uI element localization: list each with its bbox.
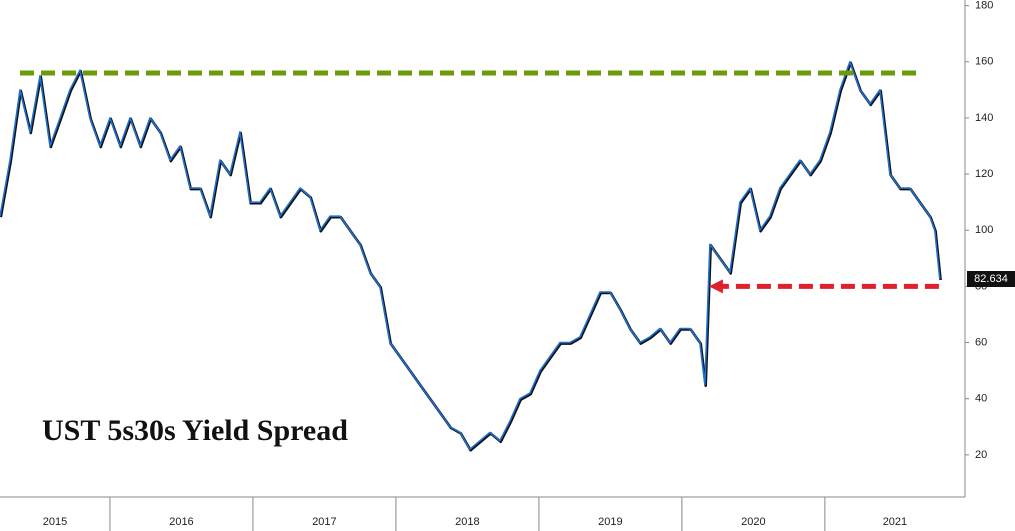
y-tick-label: 160 [975, 56, 993, 68]
x-tick-label: 2018 [455, 516, 479, 528]
y-tick-label: 60 [975, 336, 987, 348]
line [0, 60, 941, 451]
x-tick-label: 2015 [43, 516, 67, 528]
y-tick-label: 120 [975, 168, 993, 180]
y-tick-label: 20 [975, 449, 987, 461]
x-tick-label: 2021 [883, 516, 907, 528]
y-tick-label: 40 [975, 393, 987, 405]
reference-arrow [708, 279, 723, 294]
y-tick-label: 180 [975, 0, 993, 12]
chart-title: UST 5s30s Yield Spread [42, 414, 348, 447]
last-value-box [967, 271, 1015, 288]
x-tick-label: 2020 [741, 516, 765, 528]
x-tick-label: 2019 [598, 516, 622, 528]
y-tick-label: 140 [975, 112, 993, 124]
last-value-label: 82.634 [974, 273, 1008, 285]
x-tick-label: 2017 [312, 516, 336, 528]
y-tick-label: 100 [975, 224, 993, 236]
x-tick-label: 2016 [169, 516, 193, 528]
